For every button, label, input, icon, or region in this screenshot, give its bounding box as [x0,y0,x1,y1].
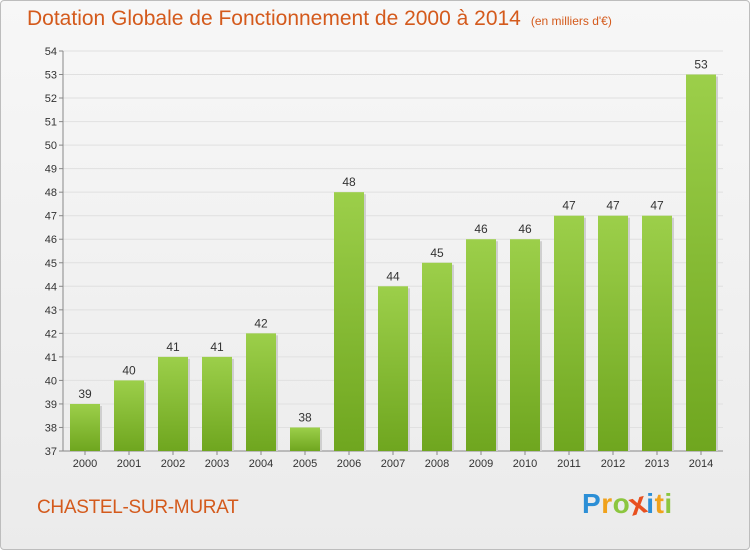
axes: 37 38 39 40 41 42 43 44 45 46 47 48 49 50 51 52 53 54 2000… [45,46,723,470]
logo-letter: t [654,488,665,519]
x-tick-label-2014: 2014 [689,458,713,470]
bar-2012 [598,215,628,451]
logo-letter: P [582,488,602,519]
bar-2002 [158,356,188,451]
bar-2005 [290,427,320,451]
bar-2004 [246,333,276,451]
logo-letter: r [601,488,613,519]
data-label-2014: 53 [694,58,708,72]
logo-letter: i [664,488,673,519]
chart-title: Dotation Globale de Fonctionnement de 20… [27,7,612,31]
bar-2009 [466,239,496,451]
data-label-2005: 38 [298,410,312,424]
y-tick-label: 38 [45,422,57,434]
data-label-2010: 46 [518,222,532,236]
y-tick-label: 47 [45,211,57,223]
bar-2008 [422,262,452,451]
x-tick-label-2004: 2004 [249,458,273,470]
data-label-2013: 47 [650,199,664,213]
y-tick-label: 54 [45,46,57,58]
bar-2011 [554,215,584,451]
x-tick-label-2003: 2003 [205,458,229,470]
y-tick-label: 37 [45,446,57,458]
y-tick-label: 48 [45,187,57,199]
bar-2003 [202,356,232,451]
y-tick-label: 50 [45,140,57,152]
y-tick-label: 42 [45,328,57,340]
bar-2001 [114,380,144,451]
x-tick-label-2010: 2010 [513,458,537,470]
data-label-2011: 47 [562,199,576,213]
x-tick-label-2006: 2006 [337,458,361,470]
y-tick-label: 45 [45,258,57,270]
x-tick-label-2001: 2001 [117,458,141,470]
x-tick-label-2011: 2011 [557,458,581,470]
x-tick-label-2002: 2002 [161,458,185,470]
y-tick-label: 43 [45,305,57,317]
bar-2014 [686,74,716,451]
commune-name: CHASTEL-SUR-MURAT [37,497,239,518]
bar-2013 [642,215,672,451]
y-tick-label: 52 [45,93,57,105]
x-tick-label-2013: 2013 [645,458,669,470]
chart-title-text: Dotation Globale de Fonctionnement de 20… [27,7,521,30]
data-label-2004: 42 [254,316,268,330]
data-label-2000: 39 [78,387,92,401]
data-label-2008: 45 [430,246,444,260]
y-tick-label: 44 [45,281,57,293]
x-tick-label-2007: 2007 [381,458,405,470]
data-label-2012: 47 [606,199,620,213]
x-tick-label-2000: 2000 [73,458,97,470]
bar-2006 [334,192,364,452]
proxiti-logo: Proxiti [582,485,673,523]
chart-subtitle: (en milliers d'€) [530,14,612,28]
data-label-2009: 46 [474,222,488,236]
data-label-2006: 48 [342,175,356,189]
y-tick-label: 41 [45,352,57,364]
y-tick-label: 39 [45,399,57,411]
logo-letter: o [612,488,631,519]
data-label-2002: 41 [166,340,180,354]
y-tick-label: 46 [45,234,57,246]
x-tick-label-2012: 2012 [601,458,625,470]
y-tick-label: 53 [45,70,57,82]
y-tick-label: 49 [45,164,57,176]
logo-letter: i [646,488,655,519]
y-tick-label: 40 [45,375,57,387]
data-label-2003: 41 [210,340,224,354]
x-tick-label-2005: 2005 [293,458,317,470]
bar-2010 [510,239,540,451]
bar-2000 [70,403,100,451]
bar-2007 [378,286,408,451]
x-tick-label-2008: 2008 [425,458,449,470]
data-label-2007: 44 [386,269,400,283]
x-tick-label-2009: 2009 [469,458,493,470]
data-label-2001: 40 [122,363,136,377]
data-labels: 39 40 41 41 42 38 48 44 45 46 46 47 47 47 53 [78,58,708,425]
bars [70,74,718,452]
y-tick-label: 51 [45,117,57,129]
